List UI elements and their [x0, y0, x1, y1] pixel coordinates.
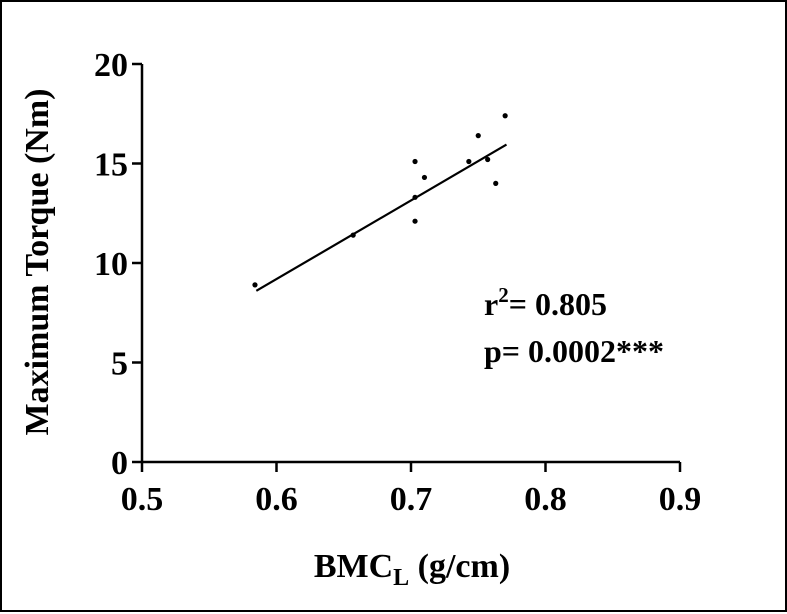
r-squared-superscript: 2: [498, 283, 509, 307]
x-tick-label: 0.7: [390, 481, 433, 518]
x-axis-ticks: 0.5 0.6 0.7 0.8 0.9: [121, 462, 702, 518]
y-axis-title: Maximum Torque (Nm): [19, 89, 56, 436]
x-axis-title-subscript: L: [393, 565, 409, 591]
x-axis-title: BMCL (g/cm): [314, 548, 510, 591]
data-point: [412, 218, 418, 224]
regression-line-group: [255, 143, 508, 292]
data-point: [412, 158, 418, 165]
r-squared-annotation: r2= 0.805: [484, 283, 607, 322]
data-point: [412, 194, 418, 200]
data-point: [485, 156, 491, 163]
x-tick-label: 0.9: [659, 481, 702, 518]
x-axis-title-main: BMC: [314, 548, 393, 585]
p-value-annotation: p= 0.0002***: [484, 333, 664, 369]
axes: [140, 64, 680, 464]
data-point: [493, 180, 499, 186]
data-point: [502, 113, 508, 119]
y-tick-label: 5: [111, 346, 128, 383]
x-tick-label: 0.5: [121, 481, 164, 518]
r-squared-value: = 0.805: [509, 286, 607, 322]
y-tick-label: 0: [111, 445, 128, 482]
data-point: [466, 158, 472, 165]
data-point: [421, 174, 428, 181]
y-tick-label: 10: [94, 246, 128, 283]
x-tick-label: 0.8: [524, 481, 567, 518]
r-squared-prefix: r: [484, 286, 498, 322]
y-tick-label: 15: [94, 147, 128, 184]
data-point: [252, 282, 258, 288]
y-axis-ticks: 0 5 10 15 20: [94, 47, 142, 482]
x-axis-title-unit: (g/cm): [409, 548, 510, 585]
data-points: [252, 113, 508, 288]
data-point: [350, 232, 356, 238]
x-tick-label: 0.6: [255, 481, 298, 518]
data-point: [475, 133, 481, 139]
regression-line: [255, 143, 508, 292]
y-tick-label: 20: [94, 47, 128, 84]
